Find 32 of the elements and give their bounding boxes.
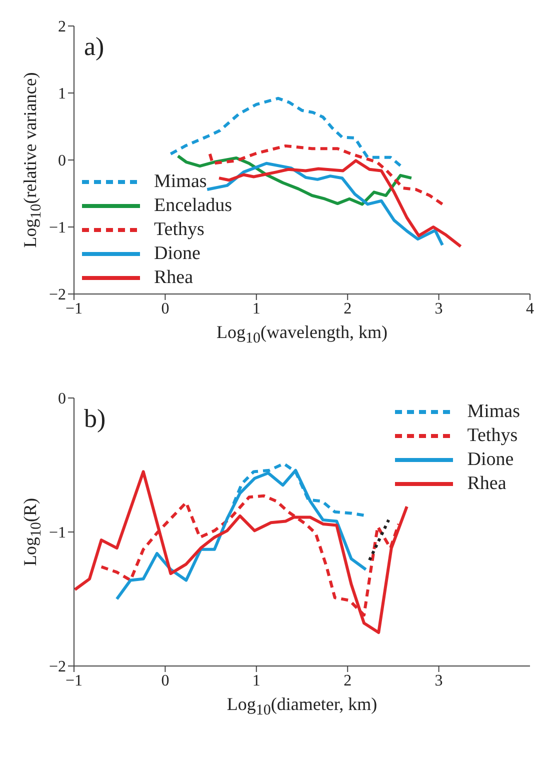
x-tick-label: 2: [344, 300, 352, 318]
legend-label: Mimas: [154, 170, 207, 194]
x-axis-title: Log$_{10}$(diameter, km): [226, 694, 378, 720]
y-tick-label: −1: [48, 220, 66, 237]
x-tick-label: 1: [252, 672, 260, 690]
y-tick-label: 1: [58, 86, 66, 103]
legend-label: Mimas: [467, 400, 520, 424]
legend-label: Enceladus: [154, 194, 232, 218]
line-series: [74, 470, 408, 634]
legend-label: Rhea: [154, 266, 194, 290]
y-tick-label: 2: [58, 18, 66, 36]
legend-label: Dione: [467, 448, 514, 472]
y-tick-label: −2: [48, 658, 66, 676]
annotation: a): [84, 32, 104, 62]
annotation: b): [84, 404, 106, 434]
y-tick-label: 0: [58, 390, 66, 408]
x-tick-label: 2: [344, 672, 352, 690]
x-tick-label: 3: [434, 672, 443, 690]
legend-label: Tethys: [467, 424, 518, 448]
x-axis-title: Log$_{10}$(wavelength, km): [216, 322, 388, 348]
legend-label: Rhea: [467, 472, 506, 496]
x-tick-label: 4: [526, 300, 534, 318]
x-tick-label: 1: [252, 300, 260, 318]
x-tick-label: 0: [161, 300, 170, 318]
legend-label: Dione: [154, 242, 200, 266]
y-tick-label: −1: [48, 524, 66, 542]
y-tick-label: −2: [48, 286, 66, 304]
y-tick-label: 0: [58, 152, 66, 170]
legend-label: Tethys: [154, 218, 204, 242]
x-tick-label: 3: [434, 300, 443, 318]
line-series: [100, 494, 400, 617]
x-tick-label: 0: [161, 672, 170, 690]
